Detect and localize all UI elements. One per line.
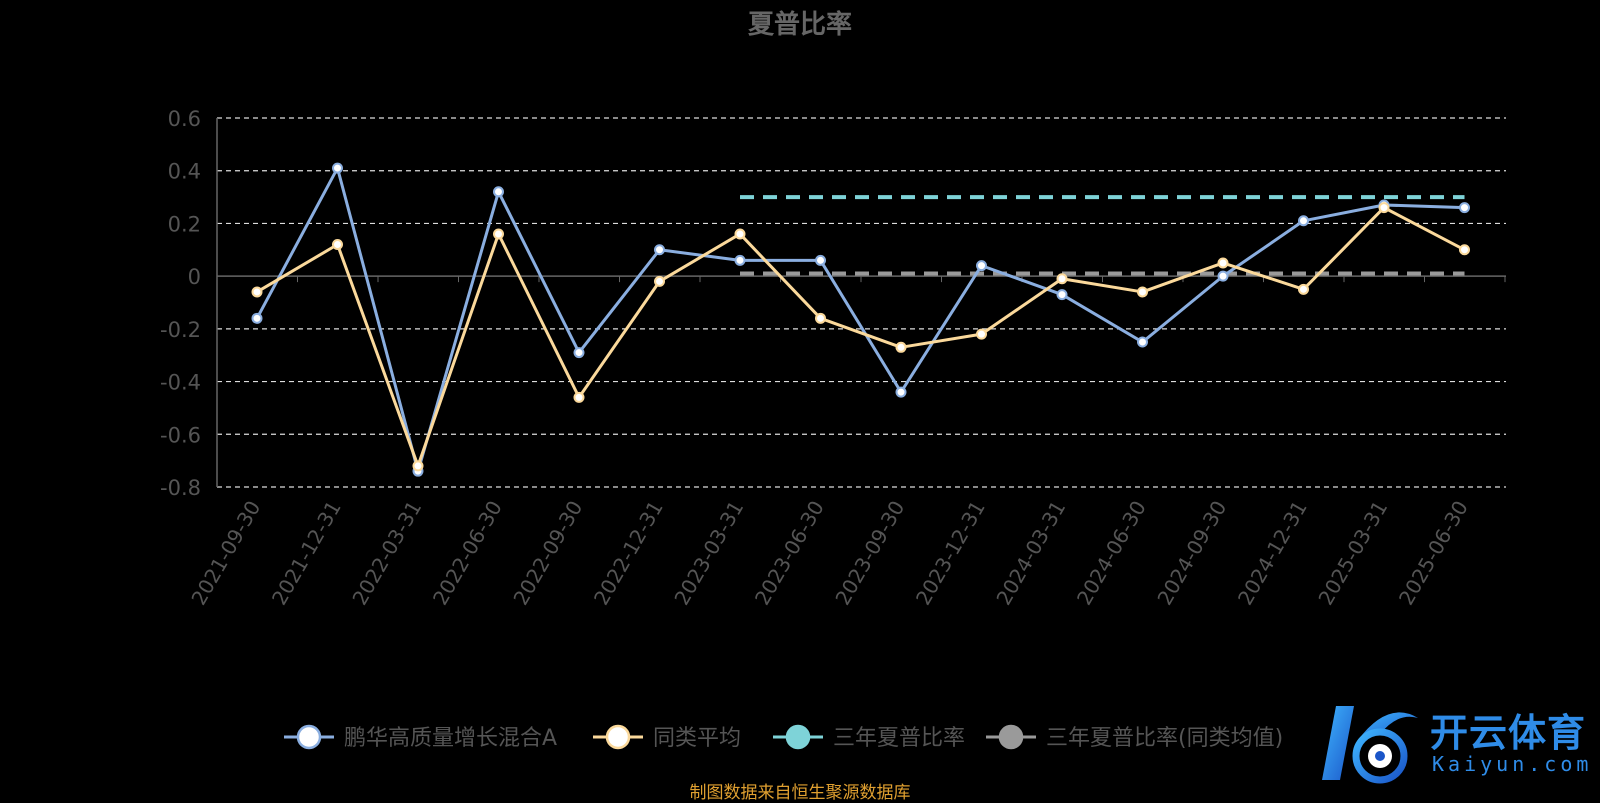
data-point	[1378, 202, 1390, 214]
data-point	[1137, 336, 1148, 348]
data-point	[815, 254, 826, 266]
data-point	[412, 460, 424, 472]
legend-label: 鹏华高质量增长混合A	[344, 726, 557, 751]
x-tick-label: 2021-09-30	[186, 497, 265, 610]
x-tick-label: 2024-06-30	[1072, 497, 1151, 610]
legend-label: 三年夏普比率(同类均值)	[1046, 726, 1283, 751]
y-tick-label: -0.4	[160, 371, 201, 395]
x-tick-label: 2021-12-31	[267, 497, 346, 610]
data-point	[573, 391, 585, 403]
data-point	[1137, 286, 1148, 298]
legend-marker	[998, 724, 1024, 750]
data-point	[654, 275, 665, 287]
x-tick-label: 2022-03-31	[347, 497, 426, 610]
x-tick-label: 2023-09-30	[830, 497, 909, 610]
data-point	[332, 162, 343, 174]
x-tick-label: 2025-03-31	[1313, 497, 1392, 610]
data-point	[1056, 289, 1068, 301]
source-note: 制图数据来自恒生聚源数据库	[689, 783, 911, 803]
data-point	[1056, 273, 1068, 285]
data-point	[573, 347, 585, 359]
legend-marker	[296, 724, 322, 750]
y-tick-label: -0.8	[160, 476, 201, 500]
data-point	[734, 254, 746, 266]
x-tick-label: 2025-06-30	[1394, 497, 1473, 610]
kaiyun-watermark-logo: 开云体育 Kaiyun.com	[1318, 700, 1600, 788]
data-point	[1459, 202, 1470, 214]
y-tick-label: -0.2	[160, 318, 201, 342]
x-tick-label: 2024-03-31	[991, 497, 1070, 610]
legend-label: 同类平均	[653, 726, 741, 751]
x-tick-label: 2022-12-31	[589, 497, 668, 610]
data-point	[493, 186, 504, 198]
data-point	[1298, 215, 1309, 227]
legend-label: 三年夏普比率	[833, 726, 965, 751]
data-point	[895, 386, 907, 398]
legend-marker	[605, 724, 631, 750]
data-point	[1298, 283, 1309, 295]
data-point	[734, 228, 746, 240]
series-line	[255, 166, 1465, 473]
x-tick-label: 2023-06-30	[750, 497, 829, 610]
x-tick-label: 2024-12-31	[1233, 497, 1312, 610]
x-tick-label: 2022-09-30	[508, 497, 587, 610]
y-tick-label: 0	[188, 265, 201, 289]
series-line	[256, 206, 1466, 468]
watermark-cn: 开云体育	[1430, 711, 1587, 755]
data-point	[654, 244, 665, 256]
legend-marker	[785, 724, 811, 750]
watermark-en: Kaiyun.com	[1432, 752, 1593, 776]
data-point	[1459, 244, 1470, 256]
data-point	[251, 286, 263, 298]
y-tick-label: 0.2	[168, 212, 201, 236]
data-point	[332, 239, 343, 251]
x-tick-label: 2024-09-30	[1152, 497, 1231, 610]
data-point	[895, 341, 907, 353]
chart-title: 夏普比率	[748, 9, 852, 40]
x-tick-label: 2022-06-30	[428, 497, 507, 610]
data-point	[493, 228, 504, 240]
data-point	[815, 312, 826, 324]
data-point	[1217, 257, 1229, 269]
x-tick-label: 2023-12-31	[911, 497, 990, 610]
kaiyun-logo-icon	[1322, 706, 1418, 784]
data-point	[251, 312, 263, 324]
data-point	[976, 260, 987, 272]
x-tick-label: 2023-03-31	[669, 497, 748, 610]
data-point	[976, 328, 987, 340]
y-tick-label: 0.4	[168, 160, 201, 184]
y-tick-label: -0.6	[160, 423, 201, 447]
y-tick-label: 0.6	[168, 107, 201, 131]
data-point	[1217, 270, 1229, 282]
